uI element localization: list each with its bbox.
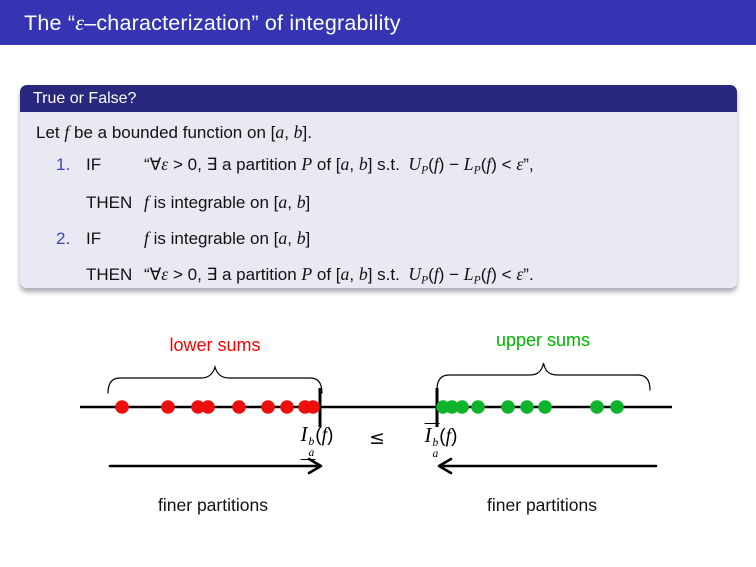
partition-sum-dot <box>445 400 459 414</box>
list-item: 2. IF f is integrable on [a, b] THEN “∀ε… <box>56 227 723 288</box>
partition-sum-dot <box>201 400 215 414</box>
partition-sum-dot <box>471 400 485 414</box>
then-statement: “∀ε > 0, ∃ a partition P of [a, b] s.t. … <box>144 263 534 287</box>
partition-sum-dot <box>191 400 205 414</box>
item-number: 1. <box>56 155 71 175</box>
finer-partitions-right-label: finer partitions <box>487 495 597 515</box>
page-title: The “ε–characterization” of integrabilit… <box>24 9 401 35</box>
if-statement: f is integrable on [a, b] <box>144 227 311 248</box>
block-header: True or False? <box>20 85 737 112</box>
finer-arrow-left-icon <box>437 457 658 475</box>
lower-sums-label: lower sums <box>169 335 261 355</box>
lower-sums-brace <box>107 364 323 394</box>
partition-sum-dot <box>455 400 469 414</box>
partition-sum-dot <box>538 400 552 414</box>
if-statement: “∀ε > 0, ∃ a partition P of [a, b] s.t. … <box>144 154 534 177</box>
partition-sum-dot <box>520 400 534 414</box>
upper-sums-label: upper sums <box>495 330 591 350</box>
partition-sum-dot <box>590 400 604 414</box>
finer-partitions-left-label: finer partitions <box>158 495 268 515</box>
then-keyword: THEN <box>86 192 133 212</box>
if-keyword: IF <box>86 228 102 248</box>
partition-sum-dot <box>115 400 129 414</box>
partition-sum-dot <box>280 400 294 414</box>
diagram-canvas <box>80 362 672 475</box>
then-keyword: THEN <box>86 264 133 284</box>
intro-line: Let f be a bounded function on [a, b]. <box>36 122 312 142</box>
partition-sum-dot <box>306 400 320 414</box>
then-statement: f is integrable on [a, b] <box>144 191 311 212</box>
finer-arrow-right-icon <box>108 457 323 475</box>
upper-sums-brace <box>436 362 651 391</box>
partition-sum-dot <box>610 400 624 414</box>
dots-layer <box>115 400 624 414</box>
item-number: 2. <box>56 228 71 248</box>
list-item: 1. IF “∀ε > 0, ∃ a partition P of [a, b]… <box>56 153 723 214</box>
block-title: True or False? <box>33 89 137 107</box>
partition-sum-dot <box>232 400 246 414</box>
theorem-block: True or False? Let f be a bounded functi… <box>20 85 737 288</box>
block-body: Let f be a bounded function on [a, b]. 1… <box>20 112 737 288</box>
title-bar: The “ε–characterization” of integrabilit… <box>0 0 756 45</box>
inequality-sign: ≤ <box>369 427 385 449</box>
partition-sum-dot <box>161 400 175 414</box>
if-keyword: IF <box>86 155 102 175</box>
partition-sum-dot <box>501 400 515 414</box>
partition-sum-dot <box>261 400 275 414</box>
